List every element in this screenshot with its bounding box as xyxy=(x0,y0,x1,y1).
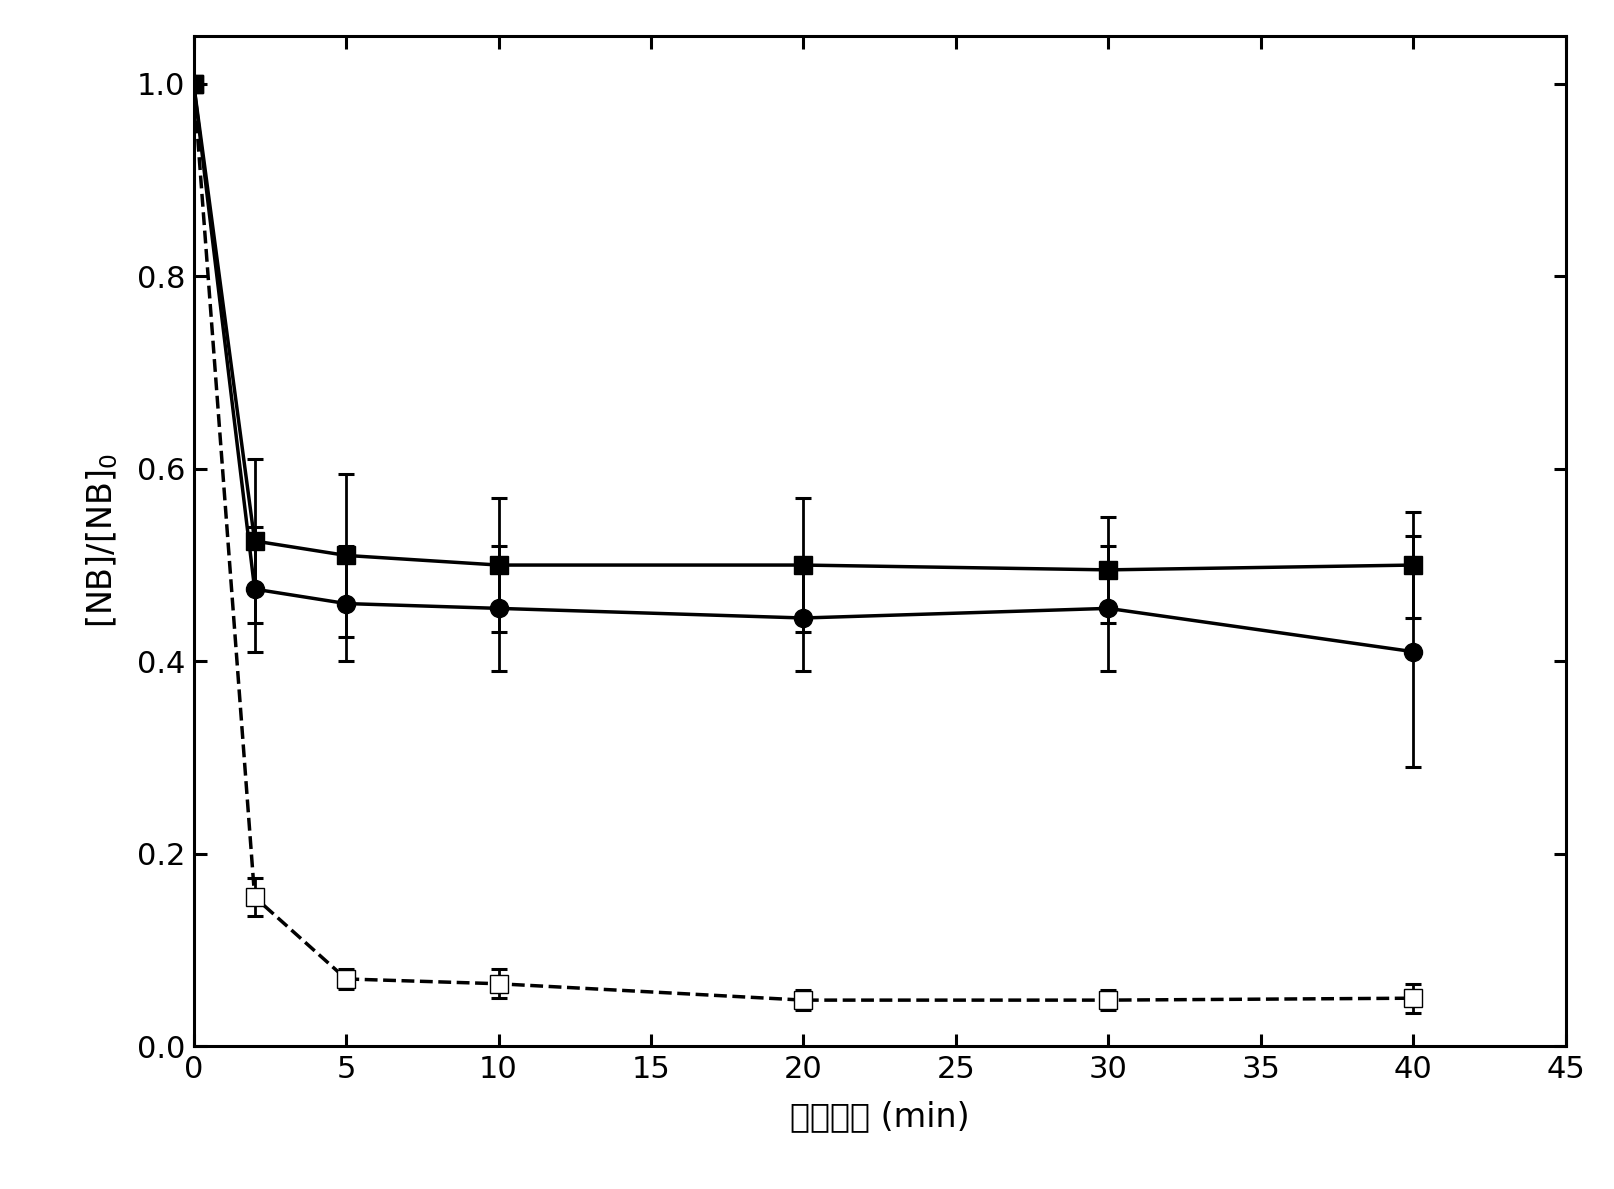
X-axis label: 反应时间 (min): 反应时间 (min) xyxy=(789,1100,970,1133)
Y-axis label: [NB]/[NB]$_0$: [NB]/[NB]$_0$ xyxy=(84,454,119,628)
